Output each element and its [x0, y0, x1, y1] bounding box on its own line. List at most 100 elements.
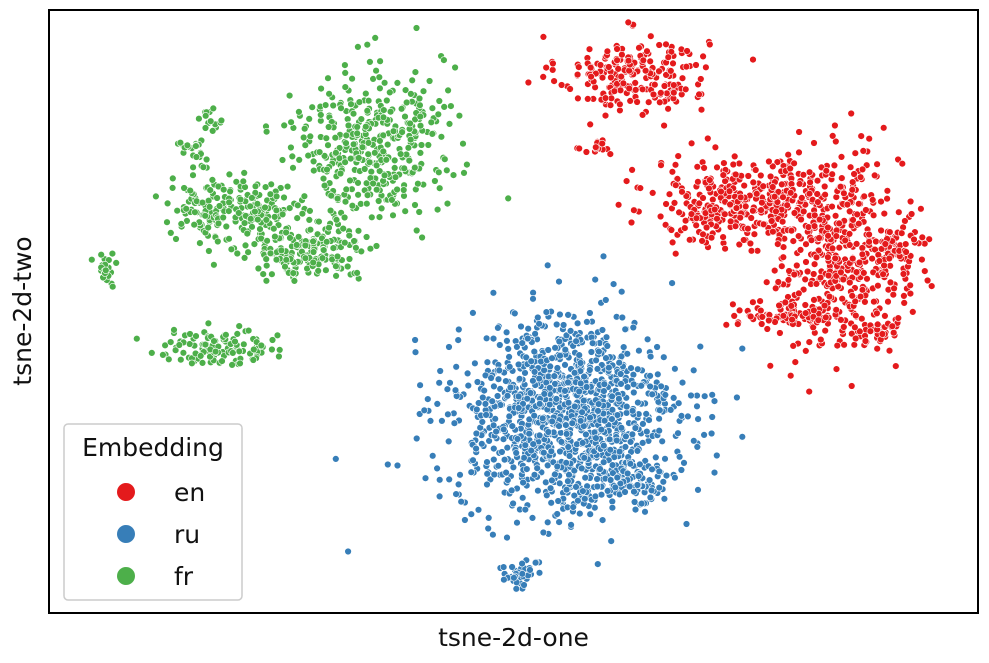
point-fr — [283, 182, 292, 191]
point-fr — [163, 199, 172, 208]
point-fr — [287, 143, 295, 152]
point-fr — [188, 359, 196, 367]
point-ru — [643, 427, 651, 436]
point-ru — [648, 465, 656, 473]
point-fr — [463, 160, 471, 169]
point-ru — [420, 406, 428, 414]
point-fr — [408, 76, 416, 85]
point-en — [550, 77, 558, 85]
point-ru — [581, 495, 589, 503]
point-en — [858, 315, 866, 323]
point-ru — [436, 367, 444, 375]
point-ru — [489, 334, 498, 343]
point-ru — [521, 505, 529, 514]
point-ru — [600, 417, 609, 425]
point-ru — [564, 311, 572, 319]
point-ru — [492, 427, 500, 436]
point-fr — [382, 156, 390, 164]
point-ru — [568, 419, 576, 427]
point-en — [695, 199, 703, 208]
point-fr — [179, 349, 188, 357]
point-en — [858, 286, 867, 294]
point-en — [790, 209, 799, 217]
point-ru — [655, 467, 663, 476]
point-fr — [428, 130, 436, 138]
point-en — [858, 165, 867, 174]
point-ru — [658, 437, 666, 445]
point-ru — [553, 510, 561, 518]
point-ru — [611, 483, 619, 492]
point-ru — [511, 309, 519, 318]
point-ru — [572, 337, 580, 345]
point-en — [757, 206, 765, 214]
point-en — [725, 187, 734, 195]
point-fr — [175, 341, 184, 349]
point-en — [810, 222, 819, 230]
point-en — [790, 159, 798, 168]
point-ru — [510, 574, 518, 582]
point-en — [542, 63, 550, 72]
point-en — [813, 177, 822, 185]
point-en — [879, 124, 888, 132]
point-fr — [320, 181, 329, 190]
point-ru — [628, 407, 637, 415]
point-fr — [285, 91, 294, 100]
point-fr — [445, 120, 454, 128]
point-fr — [271, 213, 279, 221]
series-en — [524, 18, 936, 396]
point-en — [549, 59, 557, 68]
point-fr — [233, 330, 242, 338]
point-ru — [623, 469, 632, 478]
point-fr — [177, 220, 186, 228]
point-fr — [344, 262, 352, 271]
point-ru — [556, 352, 564, 360]
point-fr — [400, 186, 408, 194]
point-en — [692, 61, 700, 69]
point-en — [888, 322, 896, 330]
point-ru — [626, 438, 635, 446]
point-ru — [710, 468, 719, 477]
point-fr — [332, 272, 340, 280]
point-ru — [669, 394, 678, 402]
point-en — [820, 182, 829, 191]
point-ru — [512, 585, 520, 593]
point-fr — [192, 332, 200, 340]
point-en — [789, 237, 797, 245]
point-en — [835, 219, 843, 228]
point-fr — [204, 319, 213, 327]
point-fr — [397, 105, 406, 113]
point-ru — [564, 378, 572, 387]
point-en — [847, 382, 856, 390]
point-fr — [416, 149, 425, 157]
point-ru — [602, 333, 611, 341]
point-ru — [538, 414, 547, 422]
point-fr — [389, 127, 398, 135]
point-fr — [209, 127, 217, 135]
point-ru — [616, 370, 625, 378]
point-en — [889, 329, 898, 337]
point-en — [865, 238, 873, 246]
point-ru — [561, 361, 569, 369]
point-en — [805, 338, 813, 346]
point-fr — [364, 96, 373, 105]
point-fr — [256, 225, 264, 233]
point-fr — [386, 88, 394, 97]
point-ru — [646, 493, 655, 502]
point-en — [809, 323, 817, 332]
point-en — [784, 151, 792, 159]
point-fr — [337, 104, 345, 112]
point-fr — [246, 202, 254, 211]
point-en — [720, 159, 728, 167]
point-ru — [659, 478, 667, 486]
point-en — [851, 323, 859, 331]
point-en — [831, 212, 840, 220]
point-en — [729, 300, 737, 308]
point-en — [663, 89, 671, 98]
point-ru — [548, 417, 556, 426]
point-ru — [531, 558, 540, 567]
point-ru — [489, 289, 498, 297]
point-fr — [348, 202, 357, 210]
point-fr — [460, 169, 468, 177]
point-ru — [489, 530, 497, 539]
point-fr — [259, 270, 267, 278]
